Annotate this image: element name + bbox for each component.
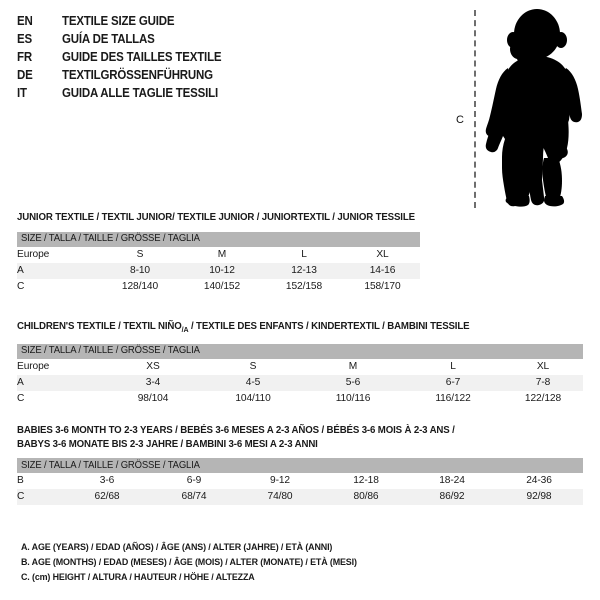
junior-size-table: SIZE / TALLA / TAILLE / GRÖSSE / TAGLIA … (17, 231, 420, 295)
legend-line-c: C. (cm) HEIGHT / ALTURA / HAUTEUR / HÖHE… (21, 572, 255, 583)
table-cell: 5-6 (303, 374, 403, 391)
row-label: Europe (17, 358, 103, 375)
legend-line-b: B. AGE (MONTHS) / EDAD (MESES) / ÂGE (MO… (21, 557, 357, 568)
language-code: FR (17, 50, 32, 64)
table-cell: 140/152 (181, 278, 263, 295)
table-row: Europe S M L XL (17, 246, 420, 263)
table-cell: 8-10 (99, 262, 181, 279)
babies-size-table: SIZE / TALLA / TAILLE / GRÖSSE / TAGLIA … (17, 458, 583, 505)
language-row-en: EN TEXTILE SIZE GUIDE (17, 12, 437, 30)
legend-line-a: A. AGE (YEARS) / EDAD (AÑOS) / ÂGE (ANS)… (21, 542, 333, 553)
table-cell: 110/116 (303, 390, 403, 407)
table-cell: 3-6 (63, 473, 151, 489)
children-title-sub: /A (181, 325, 189, 335)
table-cell: 24-36 (495, 473, 583, 489)
table-cell: 98/104 (103, 390, 203, 407)
table-cell: 62/68 (63, 489, 151, 505)
table-cell: 128/140 (99, 278, 181, 295)
table-cell: 158/170 (345, 278, 420, 295)
table-cell: 18-24 (409, 473, 495, 489)
table-cell: L (263, 246, 345, 263)
table-row: A 3-4 4-5 5-6 6-7 7-8 (17, 374, 583, 391)
table-cell: 152/158 (263, 278, 345, 295)
children-size-table: SIZE / TALLA / TAILLE / GRÖSSE / TAGLIA … (17, 343, 583, 407)
babies-textile-section: BABIES 3-6 MONTH TO 2-3 YEARS / BEBÉS 3-… (17, 424, 583, 505)
table-cell: M (181, 246, 263, 263)
table-cell: S (99, 246, 181, 263)
row-label: C (17, 489, 63, 505)
table-cell: 12-13 (263, 262, 345, 279)
table-cell: 3-4 (103, 374, 203, 391)
table-cell: 122/128 (503, 390, 583, 407)
table-cell: 92/98 (495, 489, 583, 505)
language-title: GUIDA ALLE TAGLIE TESSILI (62, 86, 218, 100)
row-label: Europe (17, 246, 99, 263)
table-cell: 14-16 (345, 262, 420, 279)
language-title: GUIDE DES TAILLES TEXTILE (62, 50, 222, 64)
height-measurement-figure: C (450, 8, 595, 208)
table-cell: 74/80 (237, 489, 323, 505)
language-title: GUÍA DE TALLAS (62, 32, 155, 46)
children-band-row: SIZE / TALLA / TAILLE / GRÖSSE / TAGLIA (17, 343, 583, 359)
children-title-part2: / TEXTILE DES ENFANTS / KINDERTEXTIL / B… (188, 321, 470, 332)
children-band-label: SIZE / TALLA / TAILLE / GRÖSSE / TAGLIA (17, 343, 583, 359)
junior-textile-section: JUNIOR TEXTILE / TEXTIL JUNIOR/ TEXTILE … (17, 211, 445, 295)
table-row: C 128/140 140/152 152/158 158/170 (17, 278, 420, 295)
babies-section-title-line1: BABIES 3-6 MONTH TO 2-3 YEARS / BEBÉS 3-… (17, 425, 455, 436)
language-code: ES (17, 32, 32, 46)
table-cell: 7-8 (503, 374, 583, 391)
language-title: TEXTILE SIZE GUIDE (62, 14, 175, 28)
table-cell: 6-9 (151, 473, 237, 489)
height-indicator-label: C (456, 114, 464, 126)
row-label: A (17, 262, 99, 279)
table-cell: 104/110 (203, 390, 303, 407)
table-cell: XL (503, 358, 583, 375)
table-cell: XS (103, 358, 203, 375)
table-row: B 3-6 6-9 9-12 12-18 18-24 24-36 (17, 473, 583, 489)
table-cell: 6-7 (403, 374, 503, 391)
table-row: A 8-10 10-12 12-13 14-16 (17, 262, 420, 279)
table-cell: 86/92 (409, 489, 495, 505)
measurement-legend: A. AGE (YEARS) / EDAD (AÑOS) / ÂGE (ANS)… (21, 540, 581, 585)
language-row-it: IT GUIDA ALLE TAGLIE TESSILI (17, 84, 437, 102)
language-code: EN (17, 14, 33, 28)
table-cell: XL (345, 246, 420, 263)
table-cell: 9-12 (237, 473, 323, 489)
language-row-fr: FR GUIDE DES TAILLES TEXTILE (17, 48, 437, 66)
table-cell: L (403, 358, 503, 375)
child-silhouette-icon (485, 9, 582, 207)
table-row: C 98/104 104/110 110/116 116/122 122/128 (17, 390, 583, 407)
junior-band-row: SIZE / TALLA / TAILLE / GRÖSSE / TAGLIA (17, 231, 420, 247)
row-label: C (17, 278, 99, 295)
children-title-part1: CHILDREN'S TEXTILE / TEXTIL NIÑO (17, 321, 182, 332)
language-title: TEXTILGRÖSSENFÜHRUNG (62, 68, 213, 82)
junior-section-title: JUNIOR TEXTILE / TEXTIL JUNIOR/ TEXTILE … (17, 212, 415, 223)
table-cell: 10-12 (181, 262, 263, 279)
height-dashed-line (474, 10, 476, 208)
children-textile-section: CHILDREN'S TEXTILE / TEXTIL NIÑO/A / TEX… (17, 320, 583, 407)
babies-band-label: SIZE / TALLA / TAILLE / GRÖSSE / TAGLIA (17, 458, 583, 473)
row-label: A (17, 374, 103, 391)
language-title-list: EN TEXTILE SIZE GUIDE ES GUÍA DE TALLAS … (17, 12, 437, 102)
language-row-de: DE TEXTILGRÖSSENFÜHRUNG (17, 66, 437, 84)
table-cell: 68/74 (151, 489, 237, 505)
babies-section-title-line2: BABYS 3-6 MONATE BIS 2-3 JAHRE / BAMBINI… (17, 438, 318, 450)
table-cell: 4-5 (203, 374, 303, 391)
row-label: B (17, 473, 63, 489)
babies-band-row: SIZE / TALLA / TAILLE / GRÖSSE / TAGLIA (17, 458, 583, 473)
children-section-title: CHILDREN'S TEXTILE / TEXTIL NIÑO/A / TEX… (17, 320, 543, 337)
row-label: C (17, 390, 103, 407)
table-cell: S (203, 358, 303, 375)
junior-band-label: SIZE / TALLA / TAILLE / GRÖSSE / TAGLIA (17, 231, 420, 247)
table-row: Europe XS S M L XL (17, 358, 583, 375)
table-row: C 62/68 68/74 74/80 80/86 86/92 92/98 (17, 489, 583, 505)
table-cell: M (303, 358, 403, 375)
table-cell: 12-18 (323, 473, 409, 489)
table-cell: 80/86 (323, 489, 409, 505)
table-cell: 116/122 (403, 390, 503, 407)
language-row-es: ES GUÍA DE TALLAS (17, 30, 437, 48)
language-code: IT (17, 86, 27, 100)
language-code: DE (17, 68, 33, 82)
